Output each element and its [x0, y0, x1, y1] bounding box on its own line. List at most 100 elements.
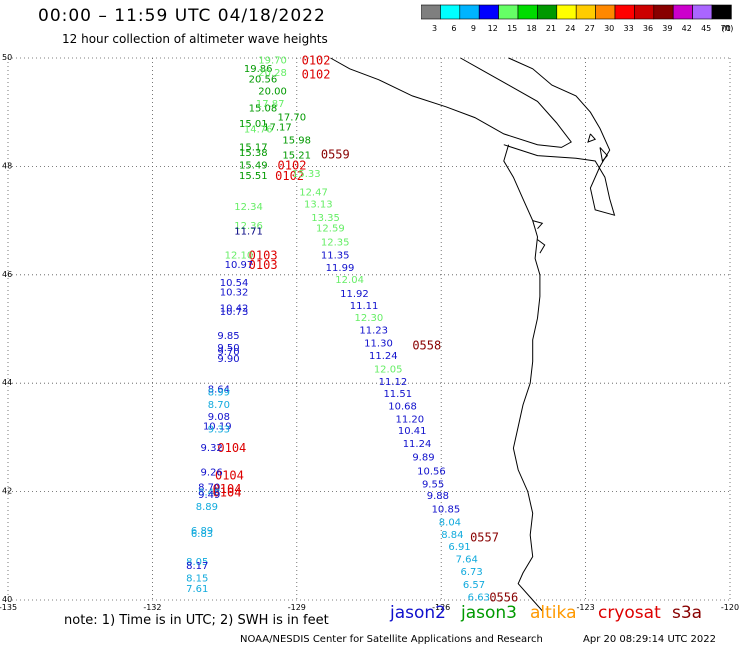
wave-height-value: 12.05: [374, 365, 403, 376]
wave-height-value: 11.30: [364, 339, 393, 350]
legend-cryosat: cryosat: [598, 603, 661, 623]
wave-height-value: 8.64: [208, 385, 230, 396]
footer-note: note: 1) Time is in UTC; 2) SWH is in fe…: [64, 613, 329, 628]
coast-grays-harbor: [532, 220, 544, 230]
wave-height-value: 6.91: [448, 542, 470, 553]
pass-time-labels: 0102010205590102010201030103055801040104…: [213, 54, 519, 605]
wave-height-colorbar: 3 6 9 12 15 18 21 24 27 30 33 36 39 42 45 70(ft): [421, 4, 733, 33]
wave-height-value: 12.47: [299, 187, 328, 198]
colorbar-label: 21: [546, 24, 556, 33]
longitude-label: -135: [0, 603, 17, 612]
wave-height-value: 11.24: [369, 351, 398, 362]
colorbar-label: 12: [488, 24, 498, 33]
wave-height-value: 6.73: [460, 567, 482, 578]
wave-height-value: 11.99: [326, 263, 355, 274]
wave-height-value: 15.08: [249, 103, 278, 114]
latitude-label: 50: [2, 53, 12, 62]
wave-height-value: 12.36: [234, 221, 263, 232]
wave-height-value: 19.86: [244, 64, 273, 75]
wave-height-value: 20.56: [249, 75, 278, 86]
wave-height-values: 19.7019.8620.2820.5620.0017.8715.0817.70…: [186, 56, 490, 604]
colorbar-label: 15: [507, 24, 517, 33]
wave-height-value: 8.15: [186, 573, 208, 584]
wave-height-value: 8.04: [439, 517, 461, 528]
wave-height-value: 10.41: [398, 426, 427, 437]
generated-timestamp: Apr 20 08:29:14 UTC 2022: [583, 634, 716, 645]
wave-height-value: 13.13: [304, 199, 333, 210]
legend-jason3: jason3: [461, 603, 517, 623]
wave-height-value: 8.05: [186, 557, 208, 568]
longitude-label: -123: [577, 603, 595, 612]
latitude-label: 40: [2, 595, 12, 604]
coast-vancouver-island: [330, 57, 572, 148]
wave-height-value: 10.42: [220, 303, 249, 314]
legend-altika: altika: [530, 603, 577, 623]
wave-height-value: 9.90: [217, 354, 239, 365]
wave-height-value: 15.49: [239, 160, 268, 171]
wave-height-value: 7.61: [186, 584, 208, 595]
wave-height-value: 12.30: [355, 313, 384, 324]
wave-height-value: 17.87: [256, 99, 285, 110]
wave-height-value: 11.71: [234, 226, 263, 237]
colorbar-label: 45: [701, 24, 711, 33]
colorbar-label: 42: [682, 24, 692, 33]
wave-height-value: 11.51: [383, 389, 412, 400]
colorbar-label: 39: [662, 24, 672, 33]
colorbar-label: 3: [432, 24, 437, 33]
colorbar-label: 30: [604, 24, 614, 33]
wave-height-value: 20.28: [258, 68, 287, 79]
pass-time-label: 0102: [278, 158, 307, 172]
wave-height-value: 15.17: [239, 142, 268, 153]
wave-height-value: 9.85: [217, 331, 239, 342]
pass-time-label: 0102: [302, 54, 331, 68]
colorbar-label: 27: [585, 24, 595, 33]
pass-time-label: 0102: [275, 169, 304, 183]
wave-height-value: 15.98: [282, 135, 311, 146]
pass-time-label: 0104: [215, 468, 244, 482]
colorbar-label: 33: [623, 24, 633, 33]
wave-height-value: 15.21: [282, 151, 311, 162]
legend-s3a: s3a: [672, 603, 703, 623]
wave-height-value: 15.01: [239, 119, 268, 130]
wave-height-value: 6.63: [468, 592, 490, 603]
wave-height-value: 11.23: [359, 326, 388, 337]
colorbar-label: 18: [526, 24, 536, 33]
wave-height-value: 8.89: [196, 502, 218, 513]
wave-height-value: 11.20: [395, 415, 424, 426]
colorbar-unit: (ft): [721, 24, 733, 33]
wave-height-value: 10.56: [417, 467, 446, 478]
wave-height-value: 13.35: [311, 213, 340, 224]
pass-time-label: 0104: [217, 441, 246, 455]
graticule-grid: [7, 57, 731, 601]
wave-height-value: 19.70: [258, 56, 287, 67]
wave-height-value: 7.64: [456, 554, 478, 565]
colorbar-label: 24: [565, 24, 575, 33]
wave-height-value: 12.35: [321, 237, 350, 248]
wave-height-value: 9.50: [217, 343, 239, 354]
wave-height-value: 9.32: [201, 443, 223, 454]
colorbar-cell: [711, 4, 732, 20]
wave-height-value: 8.70: [198, 482, 220, 493]
wave-height-value: 10.97: [225, 260, 254, 271]
axis-labels: 50 48 46 44 42 40-135 -132 -129 -126 -123 -120: [0, 53, 739, 612]
longitude-label: -120: [721, 603, 739, 612]
wave-height-value: 12.10: [225, 250, 254, 261]
wave-height-value: 15.38: [239, 148, 268, 159]
wave-height-value: 10.19: [203, 422, 232, 433]
coast-willapa-bay: [537, 239, 546, 254]
colorbar-label: 6: [451, 24, 456, 33]
coast-whidbey-island: [599, 147, 608, 163]
wave-height-value: 11.12: [379, 377, 408, 388]
wave-height-value: 11.92: [340, 289, 369, 300]
longitude-label: -129: [288, 603, 306, 612]
wave-height-value: 12.59: [316, 224, 345, 235]
wave-height-value: 6.57: [463, 580, 485, 591]
wave-height-value: 11.35: [321, 250, 350, 261]
credit-line: NOAA/NESDIS Center for Satellite Applica…: [240, 634, 543, 645]
longitude-label: -132: [143, 603, 161, 612]
wave-height-value: 15.33: [292, 169, 321, 180]
latitude-label: 48: [2, 161, 12, 170]
wave-height-value: 6.89: [191, 526, 213, 537]
